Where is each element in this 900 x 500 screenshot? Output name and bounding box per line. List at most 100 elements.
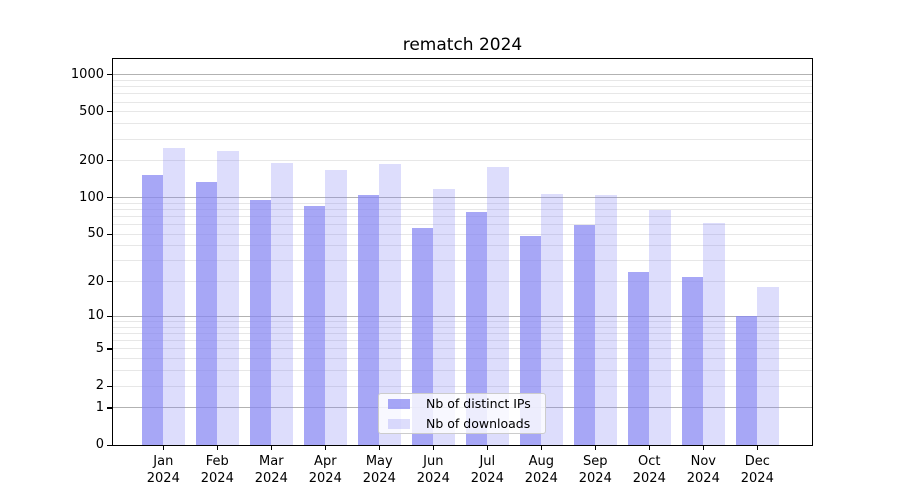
x-tick-label-sep-2024: Sep 2024 [578, 454, 612, 486]
gridline-minor-500 [113, 111, 812, 113]
y-tick-label-50: 50 [87, 226, 104, 242]
gridline-minor-60 [113, 224, 812, 226]
bar-nb-of-downloads-jun-2024 [433, 189, 455, 445]
bar-nb-of-downloads-mar-2024 [271, 163, 293, 445]
gridline-minor-600 [113, 101, 812, 103]
x-tick-label-dec-2024: Dec 2024 [740, 454, 774, 486]
x-tick-label-nov-2024: Nov 2024 [686, 454, 720, 486]
x-tick-mark-mar-2024 [270, 445, 272, 450]
y-tick-mark-5 [107, 348, 112, 350]
bar-nb-of-distinct-ips-may-2024 [357, 195, 380, 445]
gridline-minor-4 [113, 358, 812, 360]
chart-title: rematch 2024 [402, 35, 523, 55]
gridline-minor-400 [113, 123, 812, 125]
bar-nb-of-distinct-ips-apr-2024 [303, 206, 326, 445]
x-tick-label-jan-2024: Jan 2024 [146, 454, 180, 486]
bar-nb-of-distinct-ips-dec-2024 [735, 316, 758, 445]
gridline-minor-9 [113, 321, 812, 323]
x-tick-mark-jul-2024 [486, 445, 488, 450]
x-tick-mark-apr-2024 [324, 445, 326, 450]
gridline-minor-8 [113, 326, 812, 328]
gridline-minor-50 [113, 233, 812, 235]
y-tick-label-500: 500 [79, 103, 104, 119]
gridline-minor-30 [113, 260, 812, 262]
gridline-minor-5 [113, 348, 812, 350]
gridline-minor-6 [113, 340, 812, 342]
y-tick-mark-500 [107, 111, 112, 113]
y-tick-mark-0 [107, 444, 112, 446]
y-tick-mark-50 [107, 233, 112, 235]
bar-nb-of-distinct-ips-mar-2024 [249, 200, 272, 445]
y-tick-label-20: 20 [87, 273, 104, 289]
x-tick-mark-feb-2024 [216, 445, 218, 450]
bar-nb-of-distinct-ips-feb-2024 [195, 182, 218, 445]
y-tick-mark-200 [107, 160, 112, 162]
gridline-minor-3 [113, 370, 812, 372]
gridline-minor-70 [113, 216, 812, 218]
legend-swatch-distinct-ips [388, 398, 410, 409]
x-tick-mark-jan-2024 [162, 445, 164, 450]
gridline-minor-900 [113, 79, 812, 81]
bar-nb-of-downloads-nov-2024 [703, 222, 725, 445]
gridline-major-100 [113, 197, 812, 199]
y-tick-mark-2 [107, 385, 112, 387]
bar-nb-of-distinct-ips-aug-2024 [519, 236, 542, 445]
legend-label-downloads: Nb of downloads [426, 416, 531, 431]
bar-nb-of-downloads-jan-2024 [163, 147, 185, 445]
gridline-minor-2 [113, 385, 812, 387]
y-tick-label-5: 5 [95, 340, 104, 356]
gridline-minor-800 [113, 86, 812, 88]
gridline-minor-80 [113, 208, 812, 210]
bar-nb-of-distinct-ips-jul-2024 [465, 212, 488, 445]
legend-item-downloads: Nb of downloads [379, 416, 545, 431]
y-tick-label-10: 10 [87, 308, 104, 324]
y-tick-label-0: 0 [95, 437, 104, 452]
gridline-minor-90 [113, 202, 812, 204]
bar-nb-of-downloads-dec-2024 [757, 287, 779, 445]
legend: Nb of distinct IPs Nb of downloads [378, 393, 546, 434]
gridline-minor-20 [113, 281, 812, 283]
y-tick-label-1: 1 [95, 399, 104, 415]
bar-nb-of-downloads-sep-2024 [595, 195, 617, 445]
x-tick-mark-nov-2024 [702, 445, 704, 450]
x-tick-label-jul-2024: Jul 2024 [470, 454, 504, 486]
bar-nb-of-distinct-ips-sep-2024 [573, 224, 596, 445]
bar-nb-of-downloads-may-2024 [379, 163, 401, 445]
legend-label-distinct-ips: Nb of distinct IPs [426, 396, 531, 411]
legend-item-distinct-ips: Nb of distinct IPs [379, 396, 545, 411]
y-tick-mark-10 [107, 315, 112, 318]
bar-nb-of-downloads-feb-2024 [217, 150, 239, 445]
x-tick-mark-dec-2024 [756, 445, 758, 450]
x-tick-label-jun-2024: Jun 2024 [416, 454, 450, 486]
bar-nb-of-downloads-apr-2024 [325, 170, 347, 445]
y-tick-label-1000: 1000 [70, 66, 104, 82]
x-tick-mark-oct-2024 [648, 445, 650, 450]
gridline-minor-7 [113, 333, 812, 335]
y-tick-label-100: 100 [79, 189, 104, 205]
bar-nb-of-distinct-ips-jan-2024 [141, 175, 164, 445]
x-tick-label-oct-2024: Oct 2024 [632, 454, 666, 486]
bar-nb-of-downloads-aug-2024 [541, 194, 563, 445]
y-tick-mark-1000 [107, 74, 112, 76]
bar-nb-of-distinct-ips-oct-2024 [627, 272, 650, 445]
x-tick-label-feb-2024: Feb 2024 [200, 454, 234, 486]
gridline-major-1000 [113, 74, 812, 76]
legend-swatch-downloads [388, 418, 410, 429]
bar-nb-of-distinct-ips-jun-2024 [411, 228, 434, 445]
plot-area: Nb of distinct IPs Nb of downloads [112, 58, 813, 446]
x-tick-label-apr-2024: Apr 2024 [308, 454, 342, 486]
y-tick-mark-20 [107, 281, 112, 283]
y-tick-label-2: 2 [95, 378, 104, 394]
x-tick-label-aug-2024: Aug 2024 [524, 454, 558, 486]
bar-nb-of-downloads-jul-2024 [487, 166, 509, 445]
x-tick-mark-sep-2024 [594, 445, 596, 450]
gridline-minor-200 [113, 160, 812, 162]
gridline-minor-300 [113, 138, 812, 140]
gridline-minor-40 [113, 245, 812, 247]
x-tick-mark-jun-2024 [432, 445, 434, 450]
x-tick-mark-aug-2024 [540, 445, 542, 450]
bar-nb-of-distinct-ips-nov-2024 [681, 276, 704, 445]
gridline-major-10 [113, 315, 812, 317]
y-tick-mark-1 [107, 407, 112, 409]
